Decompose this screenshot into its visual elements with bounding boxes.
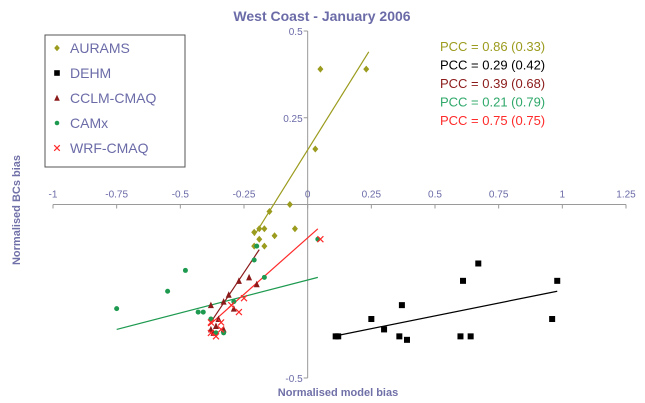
axes: -1 -0.75 -0.5 -0.25 0 0.25 0.5 0.75 1 1.25 -0.5 0.2…: [49, 27, 637, 385]
y-tick-label: 0.25: [283, 114, 303, 125]
legend-label: CCLM-CMAQ: [70, 90, 156, 106]
data-point-circle: [208, 316, 214, 322]
y-axis-label: Normalised BCs bias: [11, 155, 23, 265]
x-tick-label: 0: [305, 190, 311, 201]
data-point-diamond: [291, 225, 298, 233]
data-point-circle: [182, 267, 188, 273]
y-tick-label: 0.5: [289, 27, 303, 38]
pcc-annotation: PCC = 0.39 (0.68): [440, 76, 545, 91]
data-point-x: [207, 329, 215, 337]
data-point-x: [217, 319, 225, 326]
data-point-triangle: [235, 277, 242, 284]
pcc-annotation: PCC = 0.75 (0.75): [440, 113, 545, 128]
data-point-square: [335, 333, 342, 340]
data-point-circle: [165, 288, 171, 294]
trendline-cclm-cmaq: [207, 249, 260, 327]
trendlines: [116, 51, 558, 337]
data-point-x: [207, 319, 215, 326]
data-point-circle: [195, 309, 201, 315]
legend-label: AURAMS: [70, 40, 130, 56]
x-tick-label: 1: [560, 190, 566, 201]
y-tick-label: -0.5: [285, 374, 303, 385]
data-point-diamond: [312, 145, 319, 153]
x-tick-label: -0.5: [172, 190, 190, 201]
data-point-diamond: [251, 242, 258, 250]
legend-box: [44, 34, 186, 168]
data-point-circle: [221, 330, 227, 336]
x-tick-label: 1.25: [616, 190, 636, 201]
data-point-circle: [261, 274, 267, 280]
data-point-square: [368, 316, 375, 323]
data-point-diamond: [256, 225, 263, 233]
legend-label: DEHM: [70, 65, 111, 81]
data-point-triangle: [54, 94, 60, 101]
trendline-dehm: [333, 290, 558, 337]
data-point-square: [475, 260, 482, 267]
data-point-x: [235, 308, 243, 316]
data-point-x: [212, 332, 220, 340]
x-tick-label: 0.25: [362, 190, 382, 201]
data-point-diamond: [271, 232, 278, 240]
data-point-triangle: [212, 322, 219, 329]
data-point-diamond: [251, 228, 258, 236]
data-point-square: [54, 70, 60, 76]
pcc-annotations: PCC = 0.86 (0.33) PCC = 0.29 (0.42) PCC = …: [440, 39, 545, 128]
legend: AURAMS DEHM CCLM-CMAQ CAMx WRF-CMAQ: [44, 34, 186, 168]
x-tick-label: -1: [49, 190, 58, 201]
chart-title: West Coast - January 2006: [233, 8, 410, 24]
data-point-square: [554, 277, 561, 284]
data-point-diamond: [261, 242, 268, 250]
data-point-triangle: [225, 291, 232, 298]
data-point-triangle: [246, 273, 253, 281]
data-point-circle: [231, 299, 237, 305]
data-point-x: [227, 301, 235, 309]
data-point-circle: [54, 120, 60, 126]
legend-label: WRF-CMAQ: [70, 140, 149, 156]
data-point-diamond: [286, 201, 293, 208]
data-point-circle: [251, 257, 257, 263]
trendline-aurams: [253, 51, 370, 237]
data-point-triangle: [253, 280, 260, 288]
data-point-diamond: [266, 207, 273, 215]
data-point-triangle: [220, 298, 227, 305]
data-point-x: [53, 144, 61, 152]
x-tick-label: -0.75: [105, 190, 128, 201]
pcc-annotation: PCC = 0.29 (0.42): [440, 58, 545, 73]
data-point-square: [398, 302, 405, 309]
data-point-diamond: [261, 225, 268, 233]
data-point-diamond: [256, 235, 263, 243]
trendline-camx: [116, 276, 319, 331]
x-tick-label: -0.25: [233, 190, 256, 201]
data-point-diamond: [317, 65, 324, 73]
pcc-annotation: PCC = 0.86 (0.33): [440, 39, 545, 54]
data-point-triangle: [207, 301, 214, 309]
data-point-square: [396, 333, 403, 340]
data-point-square: [403, 336, 410, 343]
x-tick-label: 0.75: [489, 190, 509, 201]
data-point-x: [316, 235, 324, 243]
x-axis-label: Normalised model bias: [278, 387, 398, 399]
data-point-circle: [200, 309, 206, 315]
data-point-circle: [114, 306, 120, 312]
data-point-diamond: [363, 65, 370, 73]
data-point-circle: [254, 243, 260, 249]
data-point-square: [381, 326, 388, 333]
data-point-x: [240, 294, 248, 302]
data-point-square: [457, 333, 464, 340]
data-point-circle: [213, 330, 219, 336]
pcc-annotation: PCC = 0.21 (0.79): [440, 95, 545, 110]
data-points: [114, 65, 561, 343]
data-point-triangle: [215, 315, 222, 323]
data-point-diamond: [54, 44, 60, 52]
x-tick-label: 0.5: [428, 190, 442, 201]
data-point-square: [460, 277, 467, 284]
data-point-x: [217, 325, 225, 333]
legend-label: CAMx: [70, 115, 108, 131]
data-point-square: [467, 333, 474, 340]
data-point-square: [549, 316, 556, 323]
